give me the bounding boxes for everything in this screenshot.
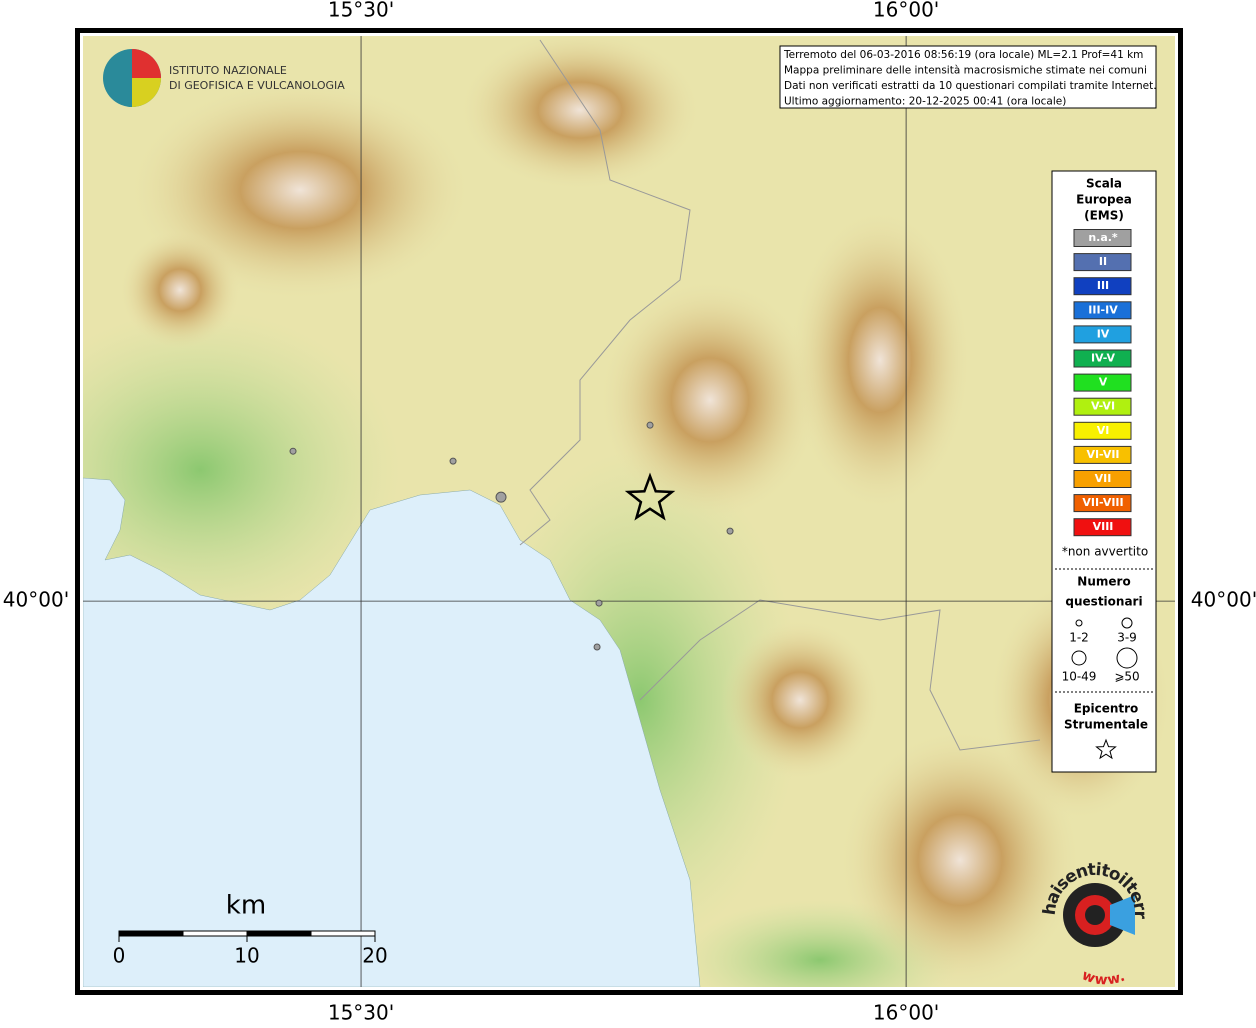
scale-segment <box>246 930 312 937</box>
count-label: ⩾50 <box>1114 670 1139 684</box>
scale-label: 20 <box>362 944 387 968</box>
lon-label-bottom: 15°30' <box>328 1001 394 1025</box>
legend-swatch <box>1073 397 1132 416</box>
legend-label: n.a.* <box>1088 231 1118 244</box>
count-symbol <box>1116 647 1138 669</box>
lon-label-top: 16°00' <box>873 0 939 22</box>
count-label: 3-9 <box>1117 631 1137 645</box>
legend-swatch <box>1073 229 1132 247</box>
legend-note: *non avvertito <box>1062 545 1148 559</box>
legend-swatch <box>1073 421 1132 440</box>
legend-label: III <box>1097 279 1109 292</box>
legend-label: VII-VIII <box>1082 496 1123 509</box>
legend-label: V <box>1099 376 1108 389</box>
count-symbol <box>1121 617 1133 629</box>
epicenter-title: Strumentale <box>1064 718 1148 732</box>
legend-label: II <box>1099 255 1107 268</box>
intensity-point <box>726 527 734 535</box>
logo-line1: ISTITUTO NAZIONALE <box>169 64 287 77</box>
scale-label: 0 <box>113 944 126 968</box>
info-line: Dati non verificati estratti da 10 quest… <box>784 80 1157 92</box>
legend-swatch <box>1073 325 1132 344</box>
epicenter <box>624 472 676 521</box>
intensity-point <box>646 421 654 429</box>
intensity-point <box>449 457 457 465</box>
legend-label: VI <box>1097 424 1110 437</box>
lon-label-top: 15°30' <box>328 0 394 22</box>
legend-swatch <box>1073 253 1132 272</box>
legend-swatch <box>1073 470 1132 488</box>
info-line: Mappa preliminare delle intensità macros… <box>784 65 1147 77</box>
legend-swatch <box>1073 277 1132 296</box>
lat-label-left: 40°00' <box>3 588 69 612</box>
count-symbol <box>1075 619 1083 627</box>
legend-label: VI-VII <box>1086 448 1119 461</box>
logo-line2: DI GEOFISICA E VULCANOLOGIA <box>169 79 345 92</box>
lat-label-right: 40°00' <box>1191 588 1256 612</box>
legend-swatch <box>1073 349 1132 368</box>
count-title: Numero <box>1077 575 1130 589</box>
info-box <box>779 45 1157 109</box>
legend-label: VIII <box>1093 520 1114 533</box>
logo: ISTITUTO NAZIONALE DI GEOFISICA E VULCAN… <box>103 49 345 107</box>
terrain <box>83 36 1175 987</box>
legend-title: (EMS) <box>1084 209 1124 223</box>
info-line: Terremoto del 06-03-2016 08:56:19 (ora l… <box>783 49 1143 61</box>
intensity-point <box>289 447 297 455</box>
count-label: 10-49 <box>1062 670 1097 684</box>
badge-www-path: www. <box>1080 967 1128 988</box>
intensity-point <box>593 643 601 651</box>
count-title: questionari <box>1065 595 1142 609</box>
legend-swatch <box>1073 445 1132 464</box>
count-label: 1-2 <box>1069 631 1089 645</box>
legend-swatch <box>1073 518 1132 537</box>
badge-www: www. <box>1080 967 1128 988</box>
legend-swatch <box>1073 373 1132 392</box>
scale-segment <box>118 930 184 937</box>
intensity-point <box>595 599 603 607</box>
legend-label: V-VI <box>1091 400 1115 413</box>
legend-label: III-IV <box>1088 303 1118 316</box>
legend-title: Scala <box>1086 177 1122 191</box>
legend-label: IV-V <box>1091 352 1116 365</box>
lon-label-bottom: 16°00' <box>873 1001 939 1025</box>
legend-title: Europea <box>1076 193 1132 207</box>
legend-label: VII <box>1095 472 1112 485</box>
intensity-point <box>495 491 507 503</box>
legend-swatch <box>1073 301 1132 320</box>
scale-segment <box>182 930 248 937</box>
epicenter-symbol <box>1095 738 1117 760</box>
scale-label: 10 <box>234 944 259 968</box>
scale-unit: km <box>226 891 266 921</box>
scale-segment <box>310 930 376 937</box>
count-symbol <box>1071 650 1087 666</box>
legend-swatch <box>1073 494 1132 513</box>
info-line: Ultimo aggiornamento: 20-12-2025 00:41 (… <box>784 96 1066 108</box>
legend-label: IV <box>1097 327 1110 340</box>
epicenter-title: Epicentro <box>1074 702 1139 716</box>
